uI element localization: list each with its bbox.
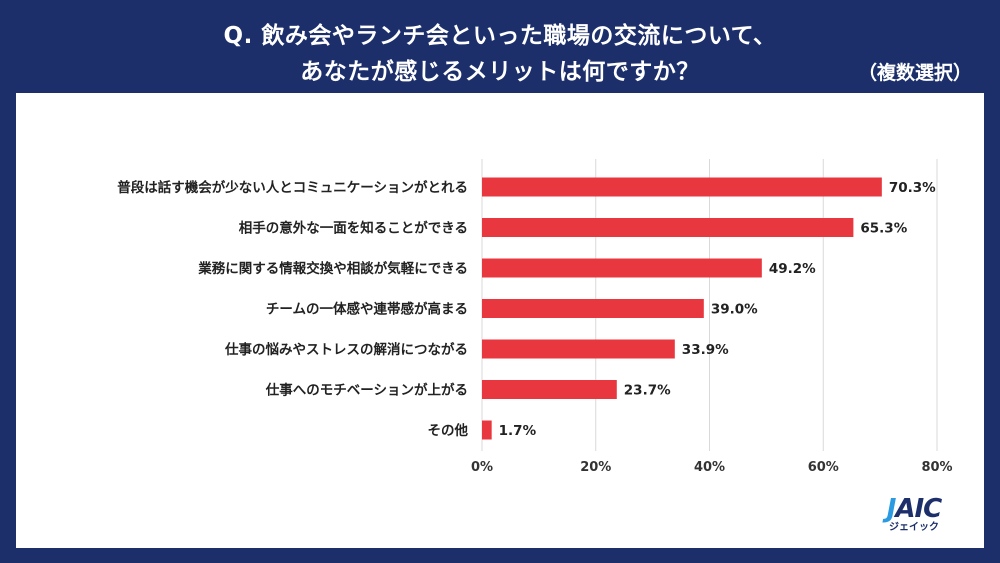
category-label: 相手の意外な一面を知ることができる bbox=[239, 220, 468, 237]
value-label: 49.2% bbox=[769, 261, 816, 277]
bar-7 bbox=[482, 420, 492, 440]
value-label: 39.0% bbox=[711, 302, 758, 318]
category-label: 仕事へのモチベーションが上がる bbox=[265, 382, 468, 399]
jaic-logo: JAIC ジェイック bbox=[884, 496, 944, 534]
value-label: 33.9% bbox=[682, 342, 729, 358]
x-tick-label: 0% bbox=[471, 460, 493, 475]
chart-panel: 0% 20% 40% 60% 80% 普段は話す機会が少ない人とコミュニケーションがとれる… bbox=[16, 93, 984, 548]
x-tick-label: 60% bbox=[808, 460, 839, 475]
bar-3 bbox=[482, 258, 762, 278]
x-tick-label: 80% bbox=[921, 460, 952, 475]
logo-mark: JAIC bbox=[884, 496, 944, 522]
x-tick-label: 20% bbox=[580, 460, 611, 475]
bar-chart: 0% 20% 40% 60% 80% 普段は話す機会が少ない人とコミュニケーションがとれる… bbox=[117, 159, 953, 475]
x-tick-label: 40% bbox=[694, 460, 725, 475]
category-label: その他 bbox=[428, 422, 469, 439]
logo-mark-rest: AIC bbox=[895, 494, 942, 524]
category-label: チームの一体感や連帯感が高まる bbox=[266, 301, 468, 318]
logo-subtext: ジェイック bbox=[889, 522, 939, 533]
value-label: 70.3% bbox=[889, 180, 936, 196]
category-label: 普段は話す機会が少ない人とコミュニケーションがとれる bbox=[117, 179, 468, 196]
header: Q. 飲み会やランチ会といった職場の交流について、 あなたが感じるメリットは何で… bbox=[0, 0, 1000, 92]
bar-1 bbox=[482, 177, 882, 197]
title-line-2: あなたが感じるメリットは何ですか？ bbox=[300, 59, 700, 85]
value-label: 23.7% bbox=[624, 383, 671, 399]
logo-mark-j: J bbox=[886, 494, 897, 524]
bar-6 bbox=[482, 380, 617, 399]
bar-2 bbox=[482, 218, 854, 237]
bar-4 bbox=[482, 299, 704, 318]
category-label: 仕事の悩みやストレスの解消につながる bbox=[224, 341, 468, 358]
category-label: 業務に関する情報交換や相談が気軽にできる bbox=[197, 260, 468, 277]
title-line-1: Q. 飲み会やランチ会といった職場の交流について、 bbox=[223, 23, 777, 49]
bar-5 bbox=[482, 339, 675, 359]
value-label: 1.7% bbox=[499, 423, 537, 439]
subtitle: （複数選択） bbox=[857, 62, 972, 84]
value-label: 65.3% bbox=[860, 221, 907, 237]
